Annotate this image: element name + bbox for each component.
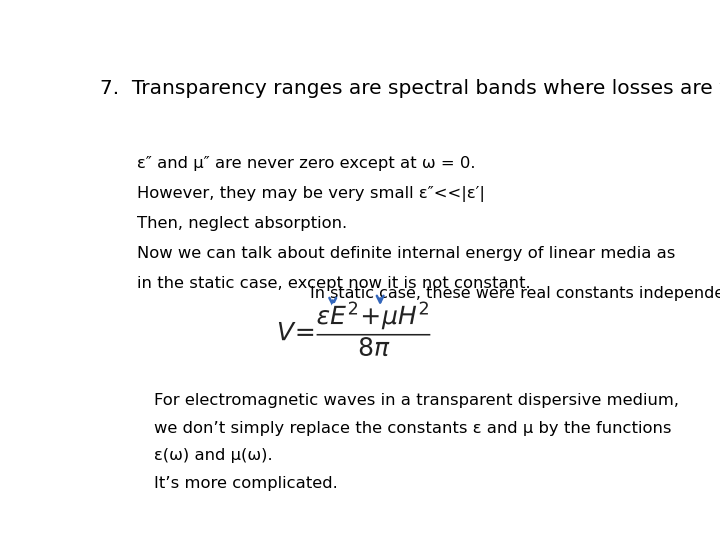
Text: 7.  Transparency ranges are spectral bands where losses are very small: 7. Transparency ranges are spectral band… <box>100 79 720 98</box>
Text: It’s more complicated.: It’s more complicated. <box>154 476 338 491</box>
Text: Now we can talk about definite internal energy of linear media as: Now we can talk about definite internal … <box>138 246 676 261</box>
Text: Then, neglect absorption.: Then, neglect absorption. <box>138 216 348 231</box>
Text: In static case, these were real constants independent of ω: In static case, these were real constant… <box>310 286 720 301</box>
Text: ε(ω) and μ(ω).: ε(ω) and μ(ω). <box>154 448 273 463</box>
Text: we don’t simply replace the constants ε and μ by the functions: we don’t simply replace the constants ε … <box>154 421 672 436</box>
Text: ε″ and μ″ are never zero except at ω = 0.: ε″ and μ″ are never zero except at ω = 0… <box>138 156 476 171</box>
Text: For electromagnetic waves in a transparent dispersive medium,: For electromagnetic waves in a transpare… <box>154 393 679 408</box>
Text: However, they may be very small ε″<<|ε′|: However, they may be very small ε″<<|ε′| <box>138 186 485 202</box>
Text: in the static case, except now it is not constant.: in the static case, except now it is not… <box>138 276 531 291</box>
Text: $V\!=\!\dfrac{\varepsilon E^2\!+\!\mu H^2}{8\pi}$: $V\!=\!\dfrac{\varepsilon E^2\!+\!\mu H^… <box>277 300 432 358</box>
